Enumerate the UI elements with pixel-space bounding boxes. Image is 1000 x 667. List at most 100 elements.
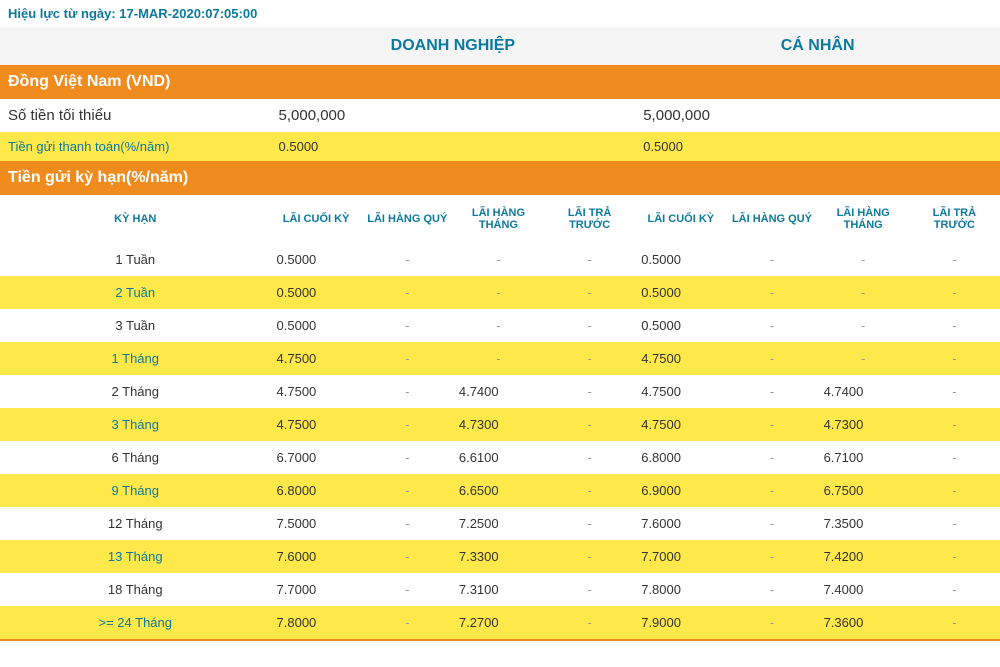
rate-cell: -	[453, 342, 544, 375]
rate-cell: -	[909, 243, 1000, 276]
rate-cell: 7.3500	[818, 507, 909, 540]
subheader-corp-end: LÃI CUỐI KỲ	[271, 195, 362, 243]
rate-cell: -	[544, 408, 635, 441]
rates-table: DOANH NGHIỆP CÁ NHÂN Đồng Việt Nam (VND)…	[0, 27, 1000, 641]
rate-cell: 0.5000	[271, 243, 362, 276]
rate-cell: 7.3300	[453, 540, 544, 573]
rate-cell: 4.7500	[635, 375, 726, 408]
rate-cell: 4.7300	[453, 408, 544, 441]
rate-cell: 7.7000	[635, 540, 726, 573]
rate-cell: -	[818, 243, 909, 276]
rate-cell: -	[544, 606, 635, 640]
effective-date-value: 17-MAR-2020:07:05:00	[119, 6, 257, 21]
rate-cell: 7.8000	[271, 606, 362, 640]
payment-deposit-individual: 0.5000	[635, 132, 1000, 161]
rate-cell: 7.2500	[453, 507, 544, 540]
rate-cell: 7.7000	[271, 573, 362, 606]
rate-cell: -	[726, 540, 817, 573]
rate-cell: -	[818, 342, 909, 375]
top-header-row: DOANH NGHIỆP CÁ NHÂN	[0, 27, 1000, 65]
rate-cell: 7.5000	[271, 507, 362, 540]
effective-date-label: Hiệu lực từ ngày: 17-MAR-2020:07:05:00	[0, 0, 1000, 27]
term-cell: 3 Tháng	[0, 408, 271, 441]
rate-cell: -	[544, 375, 635, 408]
rate-cell: 4.7500	[635, 408, 726, 441]
term-cell: 9 Tháng	[0, 474, 271, 507]
rate-cell: -	[362, 540, 453, 573]
rate-cell: -	[909, 309, 1000, 342]
term-section-label: Tiền gửi kỳ hạn(%/năm)	[0, 161, 1000, 195]
table-row: 12 Tháng7.5000-7.2500-7.6000-7.3500-	[0, 507, 1000, 540]
rate-cell: -	[362, 243, 453, 276]
header-corporate: DOANH NGHIỆP	[271, 27, 636, 65]
header-blank	[0, 27, 271, 65]
effective-prefix: Hiệu lực từ ngày:	[8, 6, 119, 21]
rate-cell: 4.7500	[635, 342, 726, 375]
term-cell: 1 Tuần	[0, 243, 271, 276]
rate-cell: 6.6100	[453, 441, 544, 474]
rate-cell: -	[726, 507, 817, 540]
rate-cell: -	[362, 441, 453, 474]
payment-deposit-row: Tiền gửi thanh toán(%/năm) 0.5000 0.5000	[0, 132, 1000, 161]
header-individual: CÁ NHÂN	[635, 27, 1000, 65]
table-row: 1 Tháng4.7500---4.7500---	[0, 342, 1000, 375]
table-row: 13 Tháng7.6000-7.3300-7.7000-7.4200-	[0, 540, 1000, 573]
rate-cell: -	[726, 243, 817, 276]
rate-cell: -	[362, 276, 453, 309]
table-row: 6 Tháng6.7000-6.6100-6.8000-6.7100-	[0, 441, 1000, 474]
rate-cell: -	[544, 276, 635, 309]
min-amount-individual: 5,000,000	[635, 99, 1000, 132]
rate-cell: -	[362, 375, 453, 408]
table-row: 18 Tháng7.7000-7.3100-7.8000-7.4000-	[0, 573, 1000, 606]
rate-cell: 7.6000	[271, 540, 362, 573]
term-cell: 2 Tuần	[0, 276, 271, 309]
rate-cell: 7.3600	[818, 606, 909, 640]
rate-cell: 4.7500	[271, 408, 362, 441]
rate-cell: -	[909, 342, 1000, 375]
term-cell: 18 Tháng	[0, 573, 271, 606]
sub-header-row: KỲ HẠN LÃI CUỐI KỲ LÃI HÀNG QUÝ LÃI HÀNG…	[0, 195, 1000, 243]
rate-cell: -	[544, 243, 635, 276]
rate-cell: 6.7100	[818, 441, 909, 474]
rate-cell: -	[362, 573, 453, 606]
term-cell: 2 Tháng	[0, 375, 271, 408]
subheader-ind-quarterly: LÃI HÀNG QUÝ	[726, 195, 817, 243]
payment-deposit-label: Tiền gửi thanh toán(%/năm)	[0, 132, 271, 161]
table-row: 3 Tuần0.5000---0.5000---	[0, 309, 1000, 342]
rate-cell: -	[726, 342, 817, 375]
rate-cell: 6.8000	[271, 474, 362, 507]
min-amount-corporate: 5,000,000	[271, 99, 636, 132]
rate-cell: -	[909, 573, 1000, 606]
rate-cell: 0.5000	[271, 276, 362, 309]
rate-cell: 4.7300	[818, 408, 909, 441]
rate-cell: -	[818, 276, 909, 309]
rate-cell: 6.9000	[635, 474, 726, 507]
rate-cell: -	[726, 375, 817, 408]
subheader-ind-monthly: LÃI HÀNG THÁNG	[818, 195, 909, 243]
rate-cell: -	[362, 474, 453, 507]
rate-cell: -	[362, 309, 453, 342]
subheader-corp-quarterly: LÃI HÀNG QUÝ	[362, 195, 453, 243]
term-section-row: Tiền gửi kỳ hạn(%/năm)	[0, 161, 1000, 195]
subheader-term: KỲ HẠN	[0, 195, 271, 243]
subheader-corp-monthly: LÃI HÀNG THÁNG	[453, 195, 544, 243]
rate-cell: 6.7500	[818, 474, 909, 507]
rate-cell: -	[726, 441, 817, 474]
rate-cell: 7.9000	[635, 606, 726, 640]
rate-cell: -	[909, 375, 1000, 408]
min-amount-label: Số tiền tối thiểu	[0, 99, 271, 132]
term-cell: 12 Tháng	[0, 507, 271, 540]
rate-cell: 7.4200	[818, 540, 909, 573]
rate-cell: -	[544, 342, 635, 375]
rate-cell: 4.7400	[818, 375, 909, 408]
rate-cell: 7.6000	[635, 507, 726, 540]
rate-cell: 6.8000	[635, 441, 726, 474]
rate-cell: -	[544, 474, 635, 507]
rate-cell: 0.5000	[635, 309, 726, 342]
subheader-corp-prepaid: LÃI TRẢ TRƯỚC	[544, 195, 635, 243]
rate-cell: -	[544, 540, 635, 573]
table-row: 2 Tuần0.5000---0.5000---	[0, 276, 1000, 309]
table-row: 9 Tháng6.8000-6.6500-6.9000-6.7500-	[0, 474, 1000, 507]
term-cell: >= 24 Tháng	[0, 606, 271, 640]
rate-cell: 7.4000	[818, 573, 909, 606]
